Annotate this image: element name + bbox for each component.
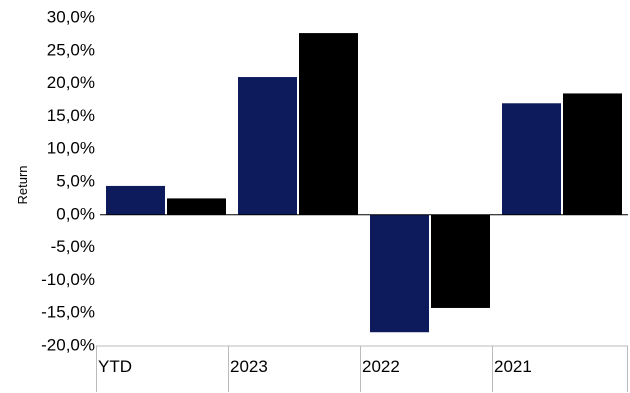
y-tick-label: 5,0% — [56, 171, 95, 190]
y-tick-label: -5,0% — [51, 237, 95, 256]
x-axis: YTD 2023 2022 2021 — [96, 345, 628, 392]
y-tick-label: 20,0% — [47, 73, 95, 92]
bar-2021-series-2 — [563, 93, 622, 215]
bar-ytd-series-1 — [106, 185, 165, 215]
bar-2022-series-2 — [431, 214, 490, 308]
y-tick-label: 0,0% — [56, 204, 95, 223]
bar-2023-series-2 — [299, 33, 358, 215]
bar-2023-series-1 — [238, 77, 297, 215]
x-tick-label: 2023 — [230, 357, 268, 376]
y-tick-label: -15,0% — [41, 303, 95, 322]
x-tick-label: YTD — [98, 357, 132, 376]
x-tick-label: 2022 — [362, 357, 400, 376]
bar-2022-series-1 — [370, 214, 429, 333]
y-tick-label: 30,0% — [47, 7, 95, 26]
y-tick-label: -20,0% — [41, 335, 95, 354]
y-tick-label: 15,0% — [47, 106, 95, 125]
x-tick-label: 2021 — [494, 357, 532, 376]
y-tick-label: 10,0% — [47, 139, 95, 158]
bar-ytd-series-2 — [167, 198, 226, 215]
y-tick-label: 25,0% — [47, 40, 95, 59]
y-axis-ticks: 30,0% 25,0% 20,0% 15,0% 10,0% 5,0% 0,0% -5,0% -1… — [41, 7, 95, 354]
y-tick-label: -10,0% — [41, 270, 95, 289]
y-axis-title: Return — [15, 165, 30, 204]
bar-2021-series-1 — [502, 103, 561, 215]
bars-group — [106, 33, 622, 333]
